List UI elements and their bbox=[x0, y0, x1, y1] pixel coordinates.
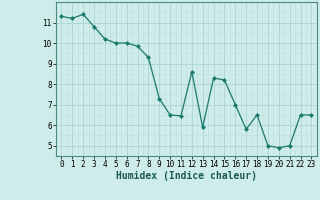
X-axis label: Humidex (Indice chaleur): Humidex (Indice chaleur) bbox=[116, 171, 257, 181]
